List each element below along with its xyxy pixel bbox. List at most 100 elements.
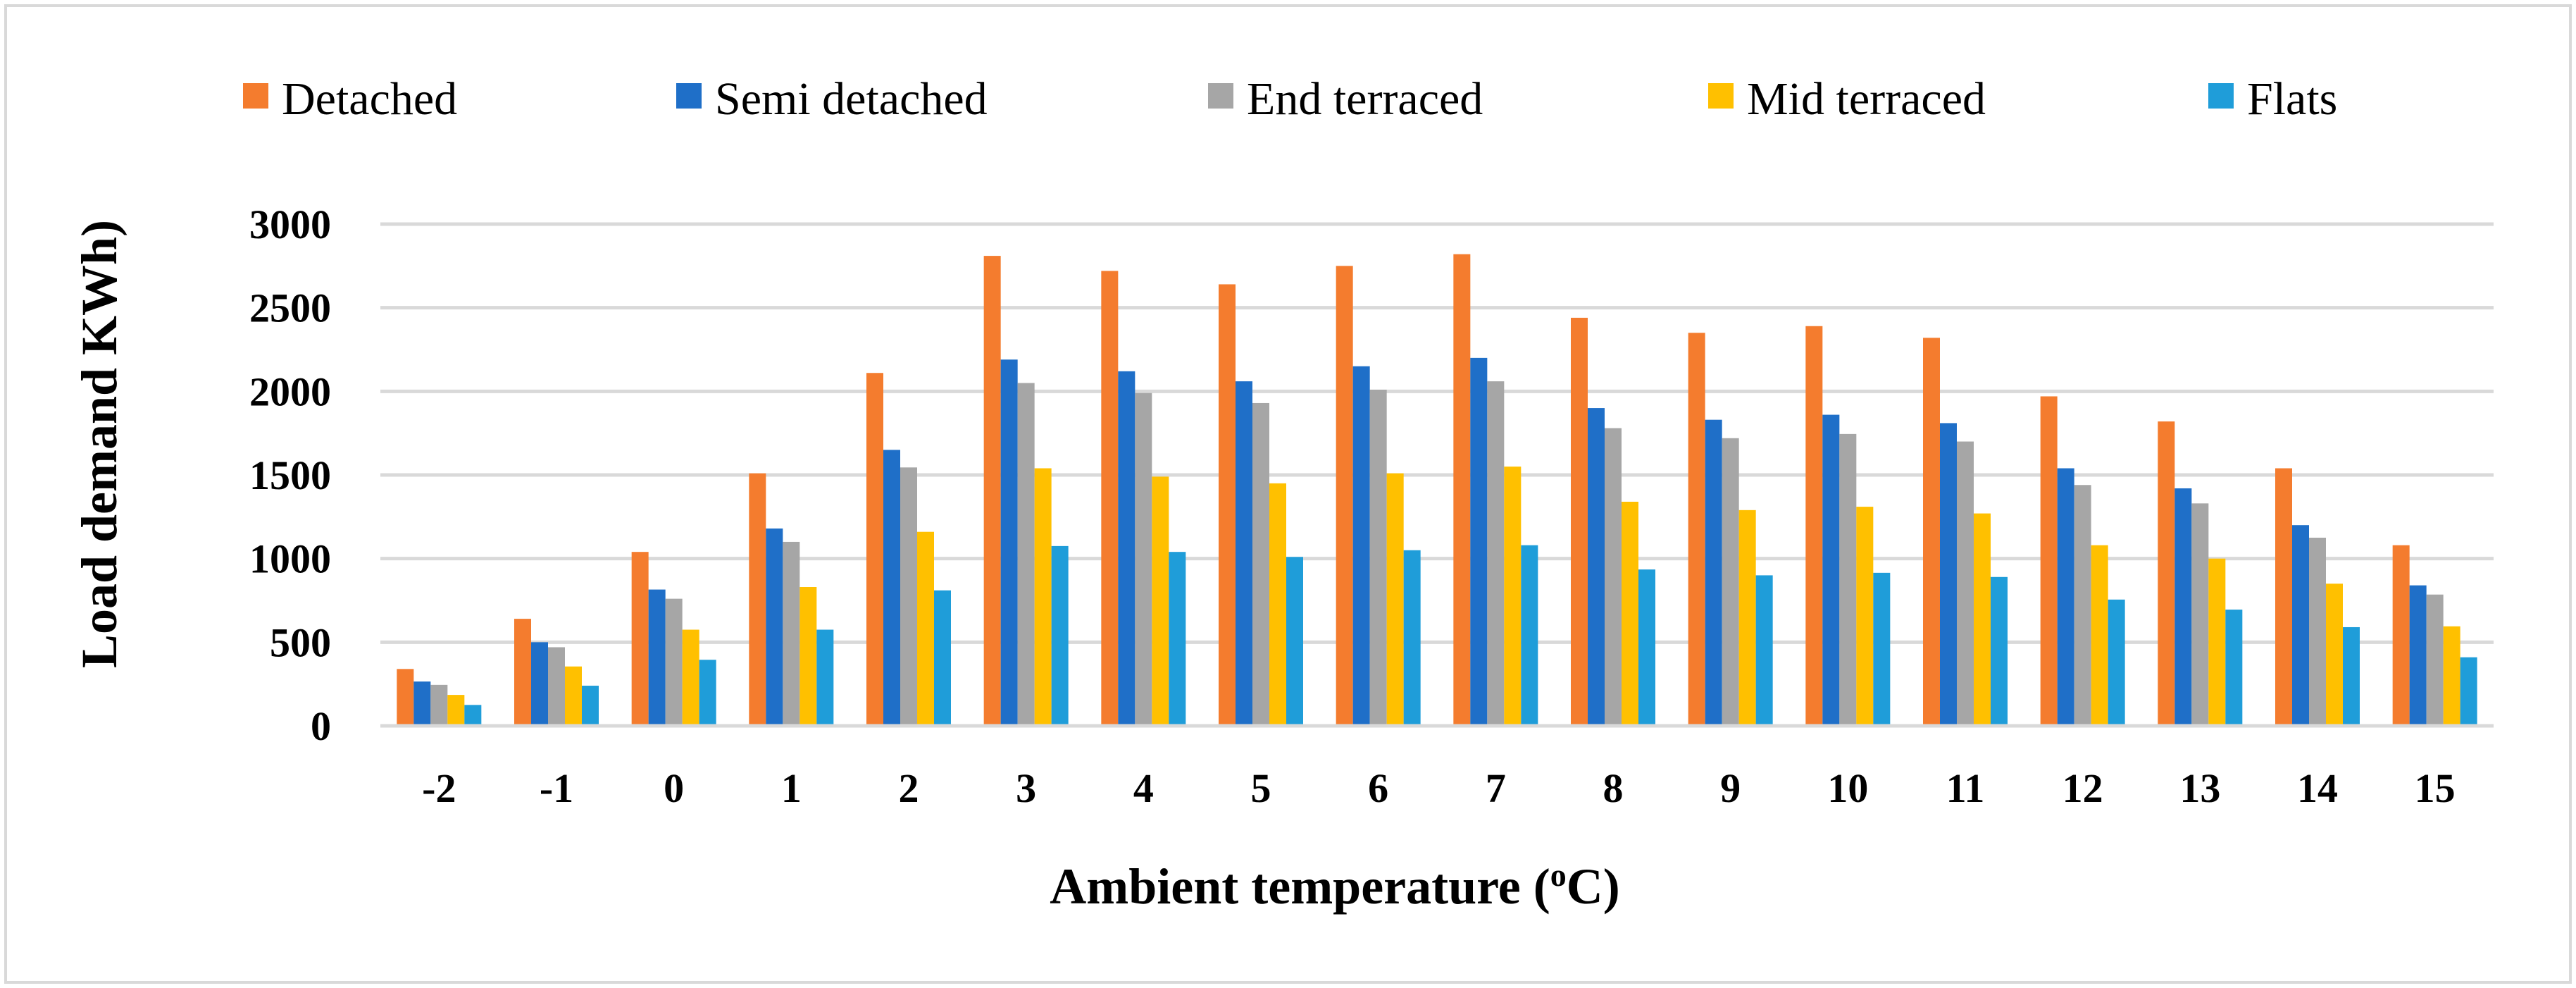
bar-semi-detached-1 [766,528,783,726]
bar-detached-5 [1219,284,1236,726]
bar-end-terraced-0 [665,598,683,726]
y-tick-label: 1000 [249,536,331,582]
legend-label-mid-terraced: Mid terraced [1747,73,1986,125]
bar-mid-terraced-9 [1738,510,1756,726]
bar-semi-detached-14 [2292,525,2309,726]
bar-mid-terraced-8 [1622,501,1638,726]
bar-flats-15 [2460,657,2477,726]
bar-semi-detached-11 [1940,423,1957,726]
bar-flats-9 [1755,575,1773,726]
bar-mid-terraced-13 [2208,558,2226,726]
chart-border [4,4,2572,984]
bar-end-terraced-7 [1487,381,1505,726]
bar-end-terraced-5 [1252,402,1269,726]
bar-end-terraced-1 [783,541,800,726]
bar-flats-12 [2108,599,2125,726]
legend-swatch-mid-terraced [1708,83,1734,109]
x-tick-label: 4 [1133,765,1154,811]
bar-flats--2 [464,705,482,726]
bar-end-terraced-12 [2074,485,2091,726]
bar-detached-7 [1453,254,1471,727]
y-tick-label: 3000 [249,202,331,247]
bar-detached-6 [1336,266,1353,726]
legend-label-semi-detached: Semi detached [715,73,988,125]
bar-flats-11 [1991,576,2008,726]
bar-mid-terraced-15 [2443,626,2460,726]
bar-semi-detached-6 [1352,366,1370,726]
bar-detached-3 [983,256,1001,726]
bar-flats--1 [582,686,599,726]
bar-semi-detached-10 [1822,414,1840,726]
bar-detached--2 [397,669,414,726]
bar-semi-detached-4 [1118,371,1135,726]
bar-flats-4 [1169,552,1186,726]
y-tick-label: 1500 [249,452,331,498]
x-tick-label: 3 [1016,765,1036,811]
bar-mid-terraced--2 [447,695,465,726]
legend: Detached Semi detached End terraced Mid ter… [243,73,2337,125]
bar-semi-detached--2 [413,681,431,726]
bar-flats-6 [1403,550,1421,726]
bar-detached-14 [2275,468,2292,726]
bar-end-terraced-9 [1722,438,1739,726]
x-tick-label: 9 [1720,765,1741,811]
bar-semi-detached-12 [2057,468,2074,726]
bar-semi-detached-3 [1000,359,1018,726]
bar-flats-5 [1286,557,1303,726]
bar-end-terraced-4 [1135,393,1152,726]
bar-end-terraced--1 [548,647,565,726]
bar-end-terraced-3 [1017,383,1035,726]
x-tick-label: 12 [2062,765,2103,811]
bar-mid-terraced-11 [1974,513,1991,726]
bar-detached-15 [2392,545,2410,726]
bar-mid-terraced-7 [1504,467,1522,726]
bars [397,254,2477,727]
legend-label-flats: Flats [2247,73,2337,125]
bar-mid-terraced-1 [799,587,817,726]
bar-detached-1 [749,473,766,726]
x-tick-label: -2 [422,765,456,811]
bar-semi-detached-13 [2174,488,2192,726]
x-tick-label: 8 [1603,765,1624,811]
y-tick-label: 0 [311,703,331,749]
bar-end-terraced-8 [1605,428,1622,726]
bar-mid-terraced-5 [1269,483,1286,726]
legend-label-detached: Detached [282,73,457,125]
x-tick-label: 11 [1946,765,1985,811]
bar-mid-terraced-2 [917,531,934,726]
x-tick-label: 0 [664,765,684,811]
bar-semi-detached-9 [1705,419,1722,726]
x-axis-title-superscript: o [1550,857,1567,893]
bar-semi-detached-7 [1470,357,1488,726]
bar-mid-terraced-10 [1856,507,1874,726]
x-axis-title-suffix: C) [1567,858,1620,915]
legend-label-end-terraced: End terraced [1247,73,1483,125]
x-axis-title: Ambient temperature (oC) [1050,857,1619,915]
bar-semi-detached--1 [531,642,548,726]
bar-flats-0 [699,660,716,726]
bar-detached-4 [1101,271,1119,726]
bar-detached-13 [2158,421,2175,726]
y-tick-label: 500 [270,619,331,665]
bar-detached-10 [1805,326,1823,727]
x-tick-label: 10 [1827,765,1868,811]
bar-end-terraced-10 [1839,433,1857,726]
y-axis-title: Load demand KWh) [71,220,127,668]
bar-detached-0 [631,552,649,726]
bar-flats-7 [1521,545,1538,726]
legend-swatch-end-terraced [1208,83,1233,109]
bar-detached-11 [1923,338,1940,726]
bar-flats-3 [1051,545,1069,726]
bar-flats-10 [1873,572,1891,726]
legend-swatch-semi-detached [676,83,702,109]
bar-mid-terraced--1 [565,666,582,726]
bar-semi-detached-0 [648,589,666,726]
y-tick-label: 2000 [249,369,331,414]
x-tick-label: 14 [2297,765,2338,811]
bar-flats-2 [934,590,951,726]
bar-semi-detached-5 [1236,381,1252,726]
bar-detached--1 [514,619,531,726]
